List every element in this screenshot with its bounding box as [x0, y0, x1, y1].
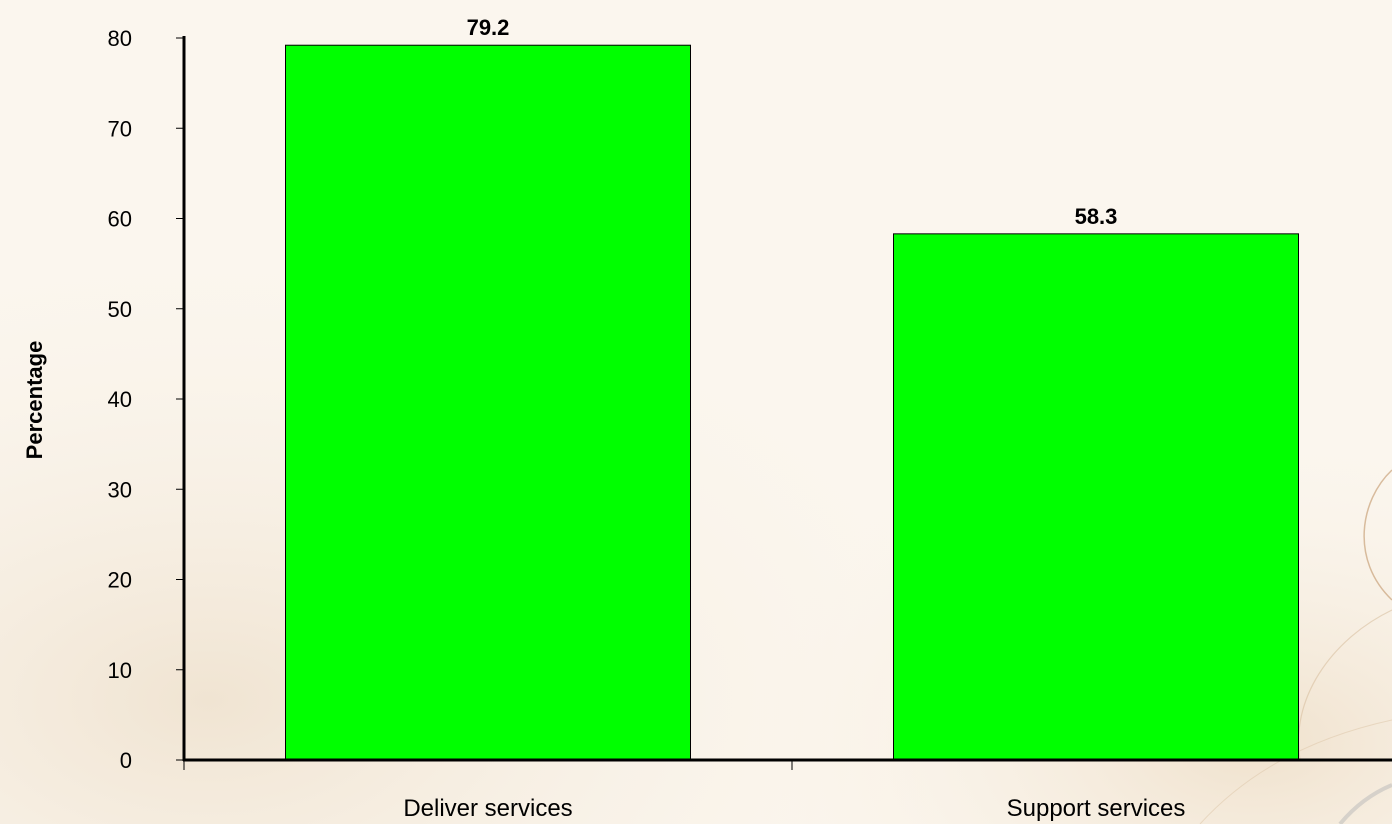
y-axis-ticks: 0 10 20 30 40 50 60 70 80	[108, 26, 184, 773]
category-label: Support services	[1007, 795, 1186, 822]
y-tick-label: 70	[108, 116, 132, 141]
y-tick-label: 10	[108, 658, 132, 683]
y-tick-label: 30	[108, 477, 132, 502]
y-tick-label: 0	[120, 748, 132, 773]
x-axis-ticks: Deliver services Support services	[183, 760, 1186, 822]
y-tick-label: 60	[108, 207, 132, 232]
bar-support-services	[893, 233, 1299, 761]
bars	[285, 44, 1299, 761]
y-tick-label: 80	[108, 26, 132, 51]
y-tick-label: 40	[108, 387, 132, 412]
y-tick-label: 20	[108, 568, 132, 593]
category-label: Deliver services	[403, 795, 572, 822]
bar-deliver-services	[285, 44, 691, 761]
data-label: 58.3	[1075, 204, 1118, 229]
data-labels: 79.2 58.3	[467, 15, 1118, 229]
y-axis-title: Percentage	[22, 341, 47, 460]
data-label: 79.2	[467, 15, 510, 40]
y-tick-label: 50	[108, 297, 132, 322]
